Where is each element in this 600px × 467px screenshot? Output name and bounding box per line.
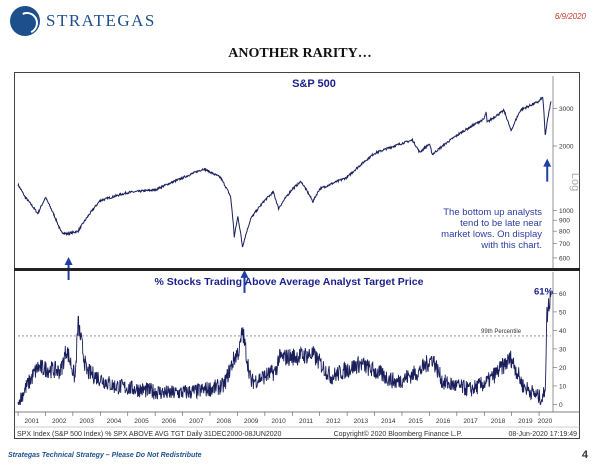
x-tick-label: 2005 — [134, 418, 149, 425]
sp500-y-tick-label: 700 — [559, 241, 570, 248]
x-tick-label: 2018 — [491, 418, 506, 425]
analyst-target-panel-title: % Stocks Trading Above Average Analyst T… — [154, 276, 423, 288]
analyst-y-tick-label: 40 — [559, 328, 567, 335]
sp500-y-tick-label: 900 — [559, 218, 570, 225]
x-tick-label: 2009 — [244, 418, 259, 425]
logo-icon — [10, 6, 40, 36]
arrow-icon-head — [543, 158, 552, 167]
sp500-annotation-line: with this chart. — [480, 240, 542, 251]
analyst-y-ticks: 0 10 20 30 40 50 60 — [553, 291, 567, 409]
x-tick-label: 2002 — [52, 418, 67, 425]
sp500-annotation-line: market lows. On display — [441, 229, 542, 240]
x-tick-label: 2003 — [79, 418, 94, 425]
analyst-y-tick-label: 0 — [559, 402, 563, 409]
x-tick-label: 2006 — [162, 418, 177, 425]
bloomberg-timestamp: 08-Jun-2020 17:19:49 — [509, 431, 578, 438]
percentile-reference-label: 99th Percentile — [481, 329, 522, 335]
sp500-y-tick-label: 600 — [559, 255, 570, 262]
sp500-series-line — [17, 96, 552, 248]
x-tick-label: 2001 — [25, 418, 40, 425]
x-tick-label: 2014 — [381, 418, 396, 425]
bloomberg-copyright: Copyright© 2020 Bloomberg Finance L.P. — [334, 430, 463, 438]
x-tick-label: 2008 — [216, 418, 231, 425]
sp500-panel: S&P 500 600 700 800 900 1000 2000 3000 Log The… — [17, 76, 580, 293]
x-tick-label: 2017 — [463, 418, 478, 425]
logo: STRATEGAS — [10, 6, 156, 36]
analyst-y-tick-label: 20 — [559, 365, 567, 372]
sp500-annotation-line: tend to be late near — [460, 218, 542, 229]
sp500-annotation-line: The bottom up analysts — [443, 207, 542, 218]
x-tick-label: 2013 — [354, 418, 369, 425]
bloomberg-source: SPX Index (S&P 500 Index) % SPX ABOVE AV… — [17, 431, 282, 438]
sp500-axis-label: Log — [569, 173, 580, 191]
arrow-icon-head — [64, 257, 73, 266]
last-value-label: 61% — [534, 287, 554, 298]
analyst-y-tick-label: 30 — [559, 346, 567, 353]
sp500-y-tick-label: 800 — [559, 229, 570, 236]
x-tick-label: 2019 — [518, 418, 533, 425]
footer-disclaimer: Strategas Technical Strategy – Please Do… — [8, 452, 202, 459]
sp500-annotation: The bottom up analysts tend to be late ne… — [441, 207, 542, 251]
panel-divider — [14, 268, 580, 271]
analyst-y-tick-label: 10 — [559, 383, 567, 390]
page-title: ANOTHER RARITY… — [228, 46, 372, 61]
arrow-icon-head — [240, 269, 249, 278]
x-tick-label: 2004 — [107, 418, 122, 425]
sp500-y-tick-label: 1000 — [559, 208, 574, 215]
x-tick-label: 2010 — [271, 418, 286, 425]
x-tick-label: 2020 — [538, 418, 553, 425]
x-tick-label: 2011 — [299, 418, 313, 425]
analyst-target-panel: % Stocks Trading Above Average Analyst T… — [17, 272, 567, 412]
analyst-y-tick-label: 60 — [559, 291, 567, 298]
x-axis-ticks: 2001 2002 2003 2004 2005 2006 2007 2008 2009 2010… — [17, 412, 553, 425]
sp500-y-tick-label: 2000 — [559, 144, 574, 151]
analyst-y-tick-label: 50 — [559, 309, 567, 316]
x-tick-label: 2015 — [408, 418, 423, 425]
sp500-y-tick-label: 3000 — [559, 106, 574, 113]
x-tick-label: 2016 — [436, 418, 451, 425]
sp500-panel-title: S&P 500 — [292, 78, 336, 90]
page-number: 4 — [581, 449, 588, 461]
sp500-y-ticks: 600 700 800 900 1000 2000 3000 — [553, 106, 574, 262]
logo-text: STRATEGAS — [46, 11, 156, 30]
x-tick-label: 2012 — [326, 418, 341, 425]
report-date: 6/9/2020 — [554, 12, 586, 21]
x-tick-label: 2007 — [189, 418, 204, 425]
analyst-series-line — [17, 291, 552, 405]
